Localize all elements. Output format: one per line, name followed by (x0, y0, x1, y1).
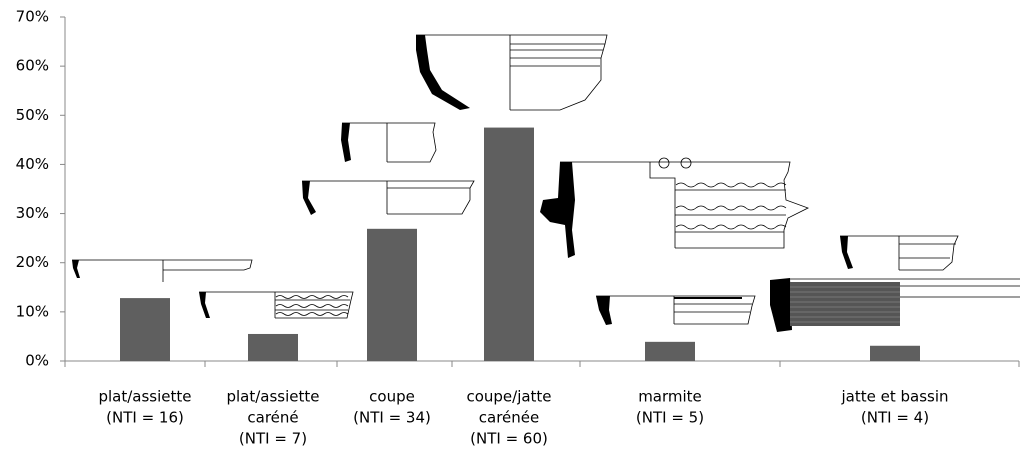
bar (645, 341, 695, 361)
x-tick-label: caréné (247, 409, 298, 427)
x-tick-label: (NTI = 60) (470, 430, 548, 448)
x-tick-label: coupe/jatte (466, 388, 551, 406)
pottery-drawing (416, 34, 608, 111)
x-tick-label: plat/assiette (98, 388, 191, 406)
x-tick-label: (NTI = 16) (106, 409, 184, 427)
pottery-drawing (770, 235, 1020, 332)
x-tick-label: (NTI = 7) (239, 430, 307, 448)
x-tick-label: carénée (479, 409, 539, 427)
y-tick-label: 70% (16, 8, 49, 26)
pottery-drawing (302, 122, 475, 215)
y-tick-label: 60% (16, 57, 49, 75)
y-tick-label: 40% (16, 155, 49, 173)
y-tick-label: 0% (25, 352, 49, 370)
y-tick-label: 50% (16, 106, 49, 124)
x-tick-label: (NTI = 5) (636, 409, 704, 427)
pottery-drawings (72, 34, 1020, 332)
x-tick-label: jatte et bassin (840, 388, 948, 406)
bar (120, 298, 170, 361)
y-tick-label: 30% (16, 204, 49, 222)
pottery-drawing (596, 295, 756, 325)
x-tick-label: (NTI = 34) (353, 409, 431, 427)
x-tick-label: coupe (369, 388, 415, 406)
y-tick-label: 10% (16, 302, 49, 320)
pottery-drawing (540, 157, 810, 258)
x-tick-label: marmite (638, 388, 702, 406)
pottery-drawing (72, 259, 253, 282)
x-tick-label: plat/assiette (226, 388, 319, 406)
bar (248, 333, 298, 361)
bar (484, 127, 534, 361)
pottery-drawing (199, 291, 354, 319)
x-tick-label: (NTI = 4) (861, 409, 929, 427)
bar (870, 345, 920, 361)
y-tick-label: 20% (16, 253, 49, 271)
bar (367, 228, 417, 361)
